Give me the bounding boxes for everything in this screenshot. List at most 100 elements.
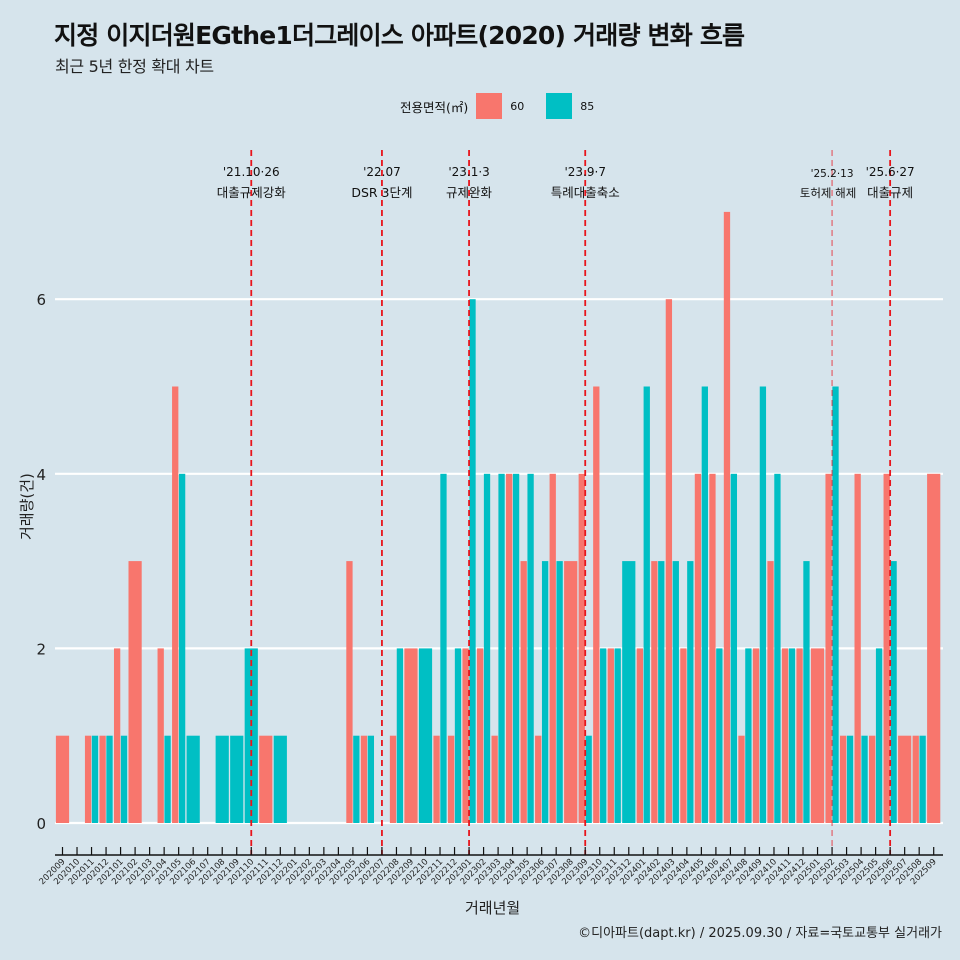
event-date-202506: '25.6·27: [866, 165, 915, 179]
bar-60-202509: [927, 473, 941, 823]
bar-85-202112: [273, 735, 287, 823]
bar-85-202503: [846, 735, 854, 823]
y-tick-label-6: 6: [36, 291, 46, 309]
bar-85-202406: [716, 648, 723, 823]
bar-85-202012: [106, 735, 113, 823]
legend-label-60: 60: [510, 99, 525, 113]
y-tick-label-2: 2: [36, 640, 46, 658]
y-axis-title: 거래량(건): [18, 473, 36, 540]
legend-key-85: [546, 93, 573, 119]
bar-85-202506: [890, 561, 897, 823]
bar-60-202408: [738, 735, 745, 823]
event-markers: '21.10·26 대출규제강화 '22.07 DSR 3단계 '23.1·3 규제완화 '…: [217, 150, 915, 855]
bar-60-202211: [433, 735, 440, 823]
bar-85-202108: [215, 735, 229, 823]
bar-60-202504: [854, 473, 861, 823]
bar-85-202303: [498, 473, 505, 823]
bar-60-202407: [723, 211, 731, 823]
event-date-202110: '21.10·26: [223, 165, 280, 179]
bar-60-202307: [549, 473, 556, 823]
bar-60-202212: [447, 735, 455, 823]
bar-85-202409: [759, 386, 767, 823]
bar-85-202411: [788, 648, 796, 823]
bar-60-202308: [564, 561, 578, 823]
bar-85-202407: [730, 473, 738, 823]
bar-85-202205: [353, 735, 360, 823]
bar-60-202105: [172, 386, 179, 823]
bar-85-202402: [658, 561, 665, 823]
bar-60-202412: [796, 648, 803, 823]
bar-60-202009: [55, 735, 70, 823]
y-tick-label-4: 4: [36, 466, 46, 484]
legend-key-60: [476, 93, 503, 119]
bar-60-202310: [593, 386, 600, 823]
legend-title: 전용면적(㎡): [400, 99, 469, 115]
legend: 전용면적(㎡) 60 85: [400, 93, 600, 119]
bar-85-202302: [483, 473, 491, 823]
event-date-202301: '23.1·3: [448, 165, 489, 179]
bar-85-202210: [418, 648, 433, 823]
bar-60-202507: [898, 735, 912, 823]
bar-60-202304: [506, 473, 513, 823]
bar-60-202401: [636, 648, 643, 823]
bar-60-202011: [84, 735, 92, 823]
bar-85-202305: [527, 473, 534, 823]
event-label-202506: 대출규제: [867, 185, 913, 200]
bar-85-202404: [687, 561, 694, 823]
bar-85-202206: [367, 735, 375, 823]
bar-85-202104: [164, 735, 171, 823]
bar-60-202111: [259, 735, 273, 823]
bar-85-202105: [178, 473, 186, 823]
bar-60-202311: [607, 648, 614, 823]
bar-60-202404: [680, 648, 687, 823]
event-label-202502: 토허제 해제: [800, 186, 857, 200]
bar-60-202502: [825, 473, 832, 823]
chart-subtitle: 최근 5년 한정 확대 차트: [55, 57, 214, 76]
bar-60-202102: [128, 561, 142, 823]
bar-85-202405: [701, 386, 708, 823]
bar-85-202505: [875, 648, 883, 823]
bar-85-202311: [614, 648, 621, 823]
bar-60-202402: [651, 561, 658, 823]
bar-85-202109: [230, 735, 244, 823]
bars: [55, 211, 941, 823]
bar-85-202212: [454, 648, 462, 823]
bar-60-202305: [520, 561, 527, 823]
bar-85-202208: [396, 648, 404, 823]
x-axis-title: 거래년월: [465, 899, 521, 917]
bar-60-202409: [752, 648, 760, 823]
x-axis: 2020092020102020112020122021012021022021…: [38, 847, 943, 887]
bar-85-202309: [585, 735, 592, 823]
bar-60-202403: [665, 299, 673, 823]
bar-85-202508: [919, 735, 926, 823]
bar-85-202101: [120, 735, 128, 823]
bar-60-202505: [869, 735, 876, 823]
bar-60-202209: [404, 648, 418, 823]
bar-85-202401: [643, 386, 650, 823]
y-axis: 0 2 4 6: [36, 291, 46, 833]
bar-85-202403: [672, 561, 679, 823]
event-label-202110: 대출규제강화: [217, 185, 287, 200]
bar-60-202406: [709, 473, 716, 823]
bar-85-202410: [774, 473, 781, 823]
event-label-202301: 규제완화: [446, 185, 493, 200]
bar-85-202312: [622, 561, 636, 823]
bar-60-202506: [883, 473, 890, 823]
bar-60-202405: [694, 473, 702, 823]
event-date-202309: '23.9·7: [564, 165, 605, 179]
bar-60-202012: [99, 735, 106, 823]
legend-label-85: 85: [580, 99, 595, 113]
bar-60-202303: [491, 735, 498, 823]
bar-85-202412: [803, 561, 810, 823]
bar-60-202101: [113, 648, 121, 823]
bar-85-202304: [512, 473, 520, 823]
bar-60-202104: [157, 648, 164, 823]
bar-60-202410: [767, 561, 774, 823]
y-tick-label-0: 0: [36, 815, 46, 833]
bar-60-202501: [810, 648, 825, 823]
bar-85-202106: [186, 735, 200, 823]
bar-85-202306: [541, 561, 549, 823]
event-label-202309: 특례대출축소: [551, 185, 620, 200]
event-date-202207: '22.07: [363, 165, 401, 179]
